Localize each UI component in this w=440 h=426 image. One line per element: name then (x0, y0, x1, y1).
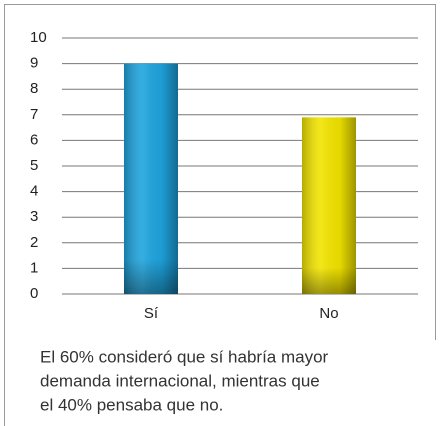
y-tick-label: 2 (30, 234, 38, 251)
caption-line: El 60% consideró que sí habría mayor (40, 347, 329, 366)
frame (4, 4, 436, 426)
y-tick-label: 7 (30, 106, 38, 123)
caption-line: el 40% pensaba que no. (40, 395, 223, 414)
y-tick-label: 1 (30, 259, 38, 276)
y-tick-label: 6 (30, 131, 38, 148)
y-tick-label: 9 (30, 55, 38, 72)
y-tick-label: 10 (30, 29, 47, 46)
y-tick-label: 8 (30, 80, 38, 97)
y-tick-label: 4 (30, 183, 38, 200)
y-tick-label: 3 (30, 208, 38, 225)
y-tick-label: 5 (30, 157, 38, 174)
x-tick-label: No (319, 305, 338, 322)
bar-shade (302, 117, 356, 294)
x-tick-label: Sí (144, 305, 159, 322)
caption-line: demanda internacional, mientras que (40, 371, 320, 390)
bar-shade (124, 63, 178, 294)
y-tick-label: 0 (30, 285, 38, 302)
